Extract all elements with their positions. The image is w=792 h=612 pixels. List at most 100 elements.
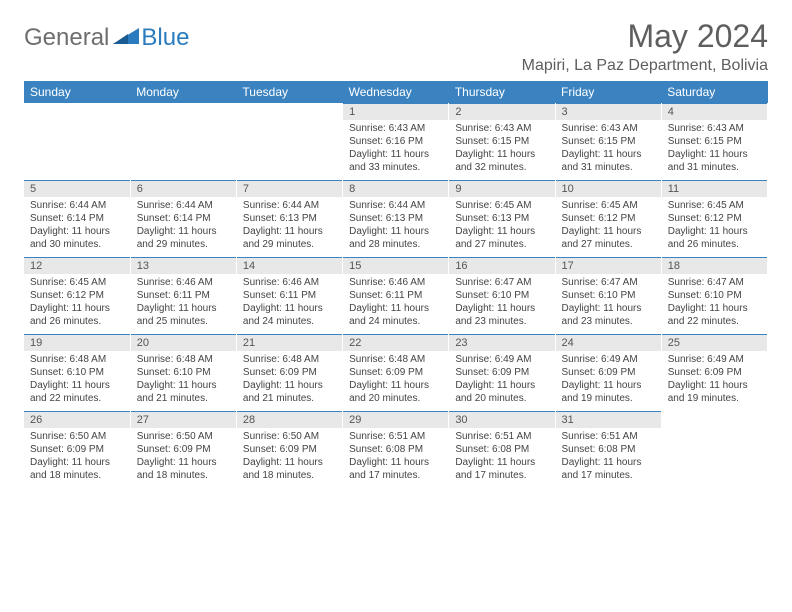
day-data: Sunrise: 6:43 AMSunset: 6:15 PMDaylight:… (556, 120, 661, 180)
calendar-day-cell: .. (24, 103, 130, 180)
day-number: 24 (556, 334, 661, 351)
day-number: 10 (556, 180, 661, 197)
calendar-day-cell: 9Sunrise: 6:45 AMSunset: 6:13 PMDaylight… (449, 180, 555, 257)
day-data: Sunrise: 6:46 AMSunset: 6:11 PMDaylight:… (237, 274, 342, 334)
day-data: Sunrise: 6:48 AMSunset: 6:09 PMDaylight:… (343, 351, 448, 411)
day-data: Sunrise: 6:49 AMSunset: 6:09 PMDaylight:… (662, 351, 767, 411)
day-number: 7 (237, 180, 342, 197)
day-data: Sunrise: 6:49 AMSunset: 6:09 PMDaylight:… (449, 351, 554, 411)
calendar-week-row: 26Sunrise: 6:50 AMSunset: 6:09 PMDayligh… (24, 411, 768, 488)
title-block: May 2024 Mapiri, La Paz Department, Boli… (522, 18, 768, 75)
day-data: Sunrise: 6:49 AMSunset: 6:09 PMDaylight:… (556, 351, 661, 411)
calendar-week-row: 5Sunrise: 6:44 AMSunset: 6:14 PMDaylight… (24, 180, 768, 257)
day-data: Sunrise: 6:43 AMSunset: 6:15 PMDaylight:… (449, 120, 554, 180)
day-header: Sunday (24, 81, 130, 103)
calendar-body: ......1Sunrise: 6:43 AMSunset: 6:16 PMDa… (24, 103, 768, 488)
month-title: May 2024 (522, 18, 768, 55)
day-number: 11 (662, 180, 767, 197)
calendar-week-row: 19Sunrise: 6:48 AMSunset: 6:10 PMDayligh… (24, 334, 768, 411)
calendar-day-cell: 11Sunrise: 6:45 AMSunset: 6:12 PMDayligh… (661, 180, 767, 257)
day-number: 22 (343, 334, 448, 351)
day-number: 14 (237, 257, 342, 274)
calendar-day-cell: 4Sunrise: 6:43 AMSunset: 6:15 PMDaylight… (661, 103, 767, 180)
day-number: 21 (237, 334, 342, 351)
day-data: Sunrise: 6:50 AMSunset: 6:09 PMDaylight:… (131, 428, 236, 488)
day-number: 6 (131, 180, 236, 197)
day-number: 15 (343, 257, 448, 274)
day-header: Friday (555, 81, 661, 103)
day-number: 12 (24, 257, 130, 274)
calendar-day-cell: 29Sunrise: 6:51 AMSunset: 6:08 PMDayligh… (343, 411, 449, 488)
location-subtitle: Mapiri, La Paz Department, Bolivia (522, 57, 768, 75)
day-header: Saturday (661, 81, 767, 103)
day-data: Sunrise: 6:50 AMSunset: 6:09 PMDaylight:… (24, 428, 130, 488)
day-data: Sunrise: 6:45 AMSunset: 6:12 PMDaylight:… (556, 197, 661, 257)
day-header: Wednesday (343, 81, 449, 103)
day-number: 8 (343, 180, 448, 197)
day-data: Sunrise: 6:46 AMSunset: 6:11 PMDaylight:… (131, 274, 236, 334)
calendar-day-cell: 17Sunrise: 6:47 AMSunset: 6:10 PMDayligh… (555, 257, 661, 334)
day-data: Sunrise: 6:50 AMSunset: 6:09 PMDaylight:… (237, 428, 342, 488)
day-data: Sunrise: 6:46 AMSunset: 6:11 PMDaylight:… (343, 274, 448, 334)
calendar-day-cell: .. (661, 411, 767, 488)
calendar-day-cell: .. (236, 103, 342, 180)
day-number: 17 (556, 257, 661, 274)
day-header: Thursday (449, 81, 555, 103)
day-number: 27 (131, 411, 236, 428)
calendar-day-cell: 7Sunrise: 6:44 AMSunset: 6:13 PMDaylight… (236, 180, 342, 257)
calendar-table: Sunday Monday Tuesday Wednesday Thursday… (24, 81, 768, 488)
day-data: Sunrise: 6:47 AMSunset: 6:10 PMDaylight:… (556, 274, 661, 334)
calendar-day-cell: 24Sunrise: 6:49 AMSunset: 6:09 PMDayligh… (555, 334, 661, 411)
calendar-day-cell: 26Sunrise: 6:50 AMSunset: 6:09 PMDayligh… (24, 411, 130, 488)
day-data: Sunrise: 6:51 AMSunset: 6:08 PMDaylight:… (556, 428, 661, 488)
logo-text-general: General (24, 24, 109, 52)
calendar-day-cell: 18Sunrise: 6:47 AMSunset: 6:10 PMDayligh… (661, 257, 767, 334)
day-number: 23 (449, 334, 554, 351)
day-header: Tuesday (236, 81, 342, 103)
day-data: Sunrise: 6:44 AMSunset: 6:14 PMDaylight:… (24, 197, 130, 257)
day-data: Sunrise: 6:48 AMSunset: 6:10 PMDaylight:… (24, 351, 130, 411)
calendar-day-cell: 22Sunrise: 6:48 AMSunset: 6:09 PMDayligh… (343, 334, 449, 411)
day-number: 9 (449, 180, 554, 197)
calendar-day-cell: .. (130, 103, 236, 180)
day-header: Monday (130, 81, 236, 103)
day-number: 1 (343, 103, 448, 120)
day-number: 29 (343, 411, 448, 428)
calendar-day-cell: 31Sunrise: 6:51 AMSunset: 6:08 PMDayligh… (555, 411, 661, 488)
day-data: Sunrise: 6:45 AMSunset: 6:12 PMDaylight:… (24, 274, 130, 334)
page-header: General Blue May 2024 Mapiri, La Paz Dep… (24, 18, 768, 75)
calendar-day-cell: 14Sunrise: 6:46 AMSunset: 6:11 PMDayligh… (236, 257, 342, 334)
calendar-day-cell: 8Sunrise: 6:44 AMSunset: 6:13 PMDaylight… (343, 180, 449, 257)
logo: General Blue (24, 24, 189, 52)
calendar-week-row: ......1Sunrise: 6:43 AMSunset: 6:16 PMDa… (24, 103, 768, 180)
day-number: 18 (662, 257, 767, 274)
day-data: Sunrise: 6:44 AMSunset: 6:14 PMDaylight:… (131, 197, 236, 257)
day-header-row: Sunday Monday Tuesday Wednesday Thursday… (24, 81, 768, 103)
logo-text-blue: Blue (141, 24, 189, 52)
calendar-day-cell: 3Sunrise: 6:43 AMSunset: 6:15 PMDaylight… (555, 103, 661, 180)
day-number: 13 (131, 257, 236, 274)
calendar-day-cell: 19Sunrise: 6:48 AMSunset: 6:10 PMDayligh… (24, 334, 130, 411)
calendar-day-cell: 28Sunrise: 6:50 AMSunset: 6:09 PMDayligh… (236, 411, 342, 488)
day-number: 20 (131, 334, 236, 351)
day-data: Sunrise: 6:48 AMSunset: 6:10 PMDaylight:… (131, 351, 236, 411)
day-number: 16 (449, 257, 554, 274)
calendar-day-cell: 30Sunrise: 6:51 AMSunset: 6:08 PMDayligh… (449, 411, 555, 488)
day-number: 26 (24, 411, 130, 428)
day-data: Sunrise: 6:51 AMSunset: 6:08 PMDaylight:… (343, 428, 448, 488)
day-number: 31 (556, 411, 661, 428)
logo-triangle-icon (113, 26, 139, 51)
day-data: Sunrise: 6:47 AMSunset: 6:10 PMDaylight:… (449, 274, 554, 334)
calendar-day-cell: 21Sunrise: 6:48 AMSunset: 6:09 PMDayligh… (236, 334, 342, 411)
calendar-day-cell: 25Sunrise: 6:49 AMSunset: 6:09 PMDayligh… (661, 334, 767, 411)
day-number: 19 (24, 334, 130, 351)
day-number: 5 (24, 180, 130, 197)
day-number: 30 (449, 411, 554, 428)
day-data: Sunrise: 6:43 AMSunset: 6:15 PMDaylight:… (662, 120, 767, 180)
calendar-day-cell: 20Sunrise: 6:48 AMSunset: 6:10 PMDayligh… (130, 334, 236, 411)
day-data: Sunrise: 6:45 AMSunset: 6:12 PMDaylight:… (662, 197, 767, 257)
day-number: 3 (556, 103, 661, 120)
calendar-day-cell: 2Sunrise: 6:43 AMSunset: 6:15 PMDaylight… (449, 103, 555, 180)
day-number: 25 (662, 334, 767, 351)
day-number: 4 (662, 103, 767, 120)
